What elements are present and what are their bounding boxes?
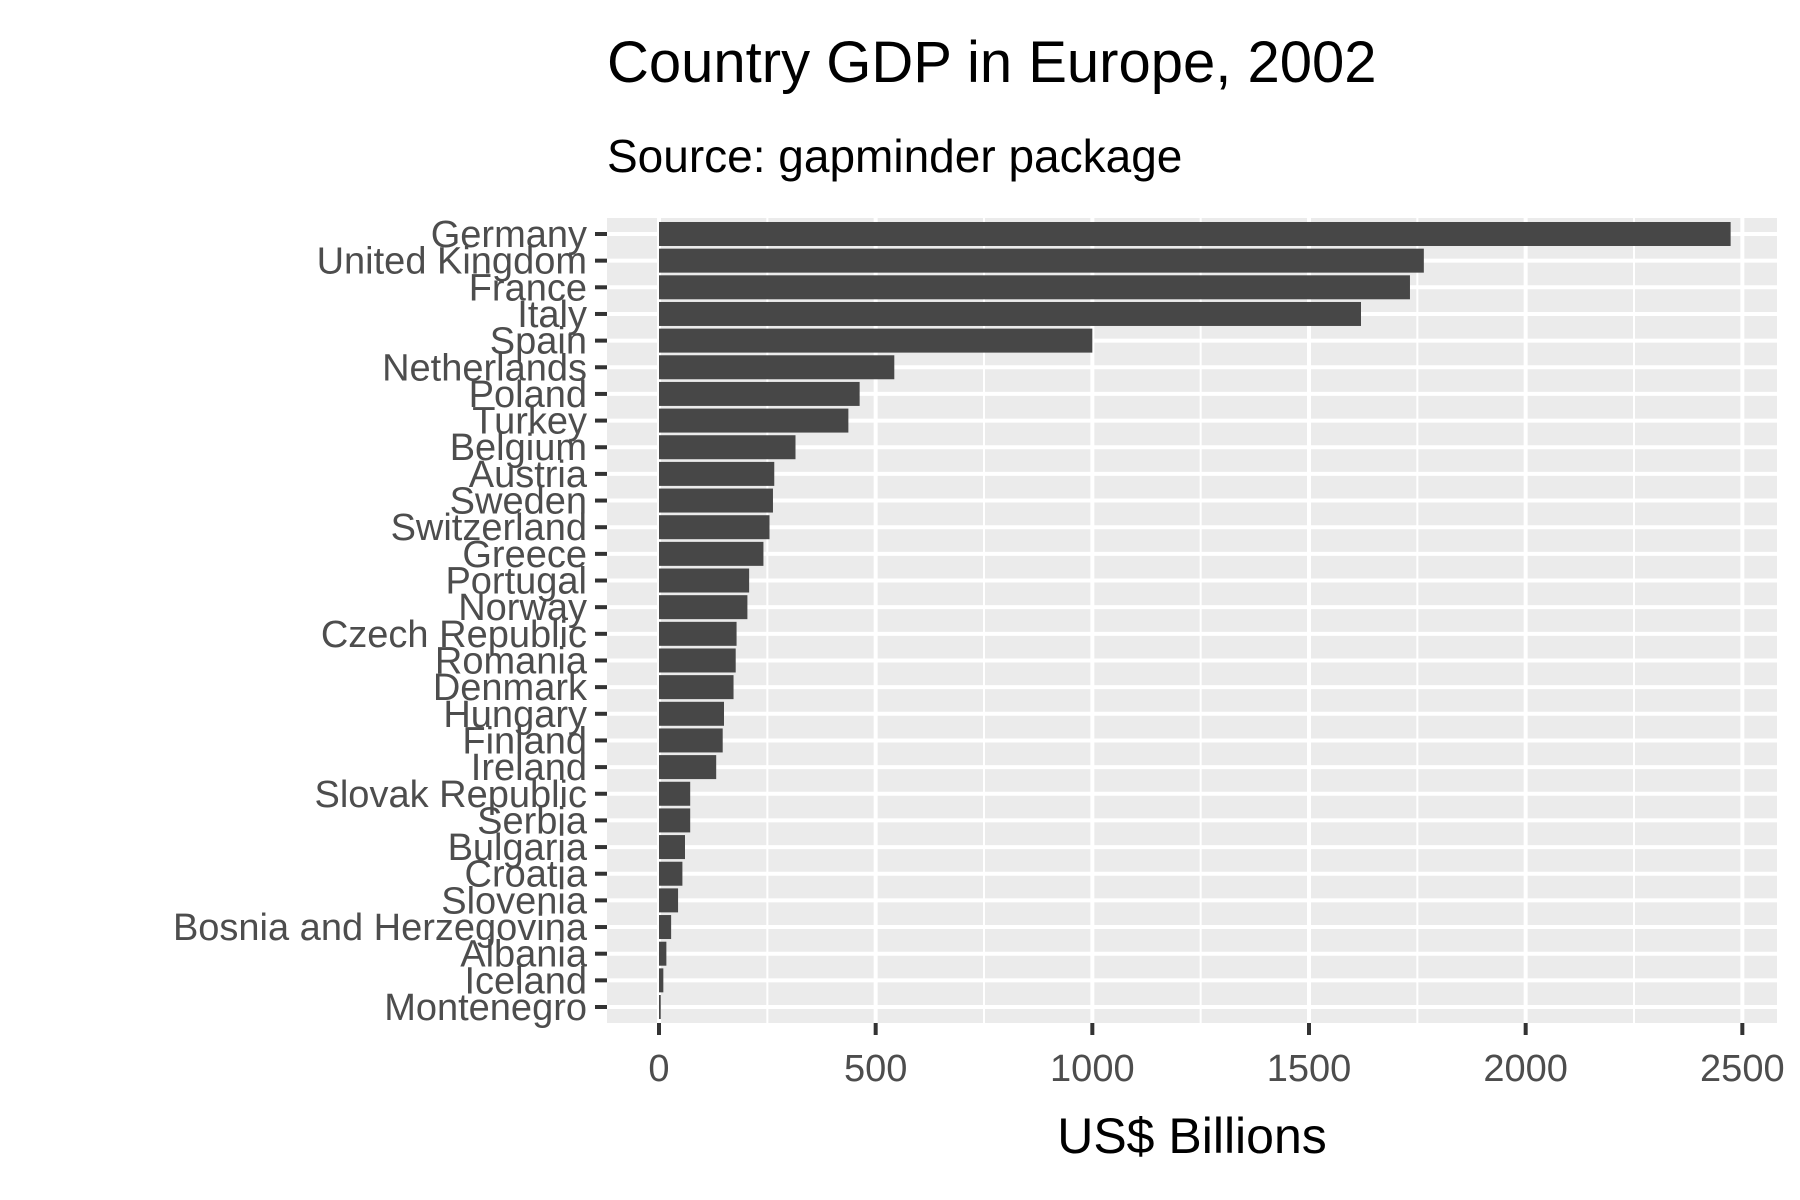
y-tick-label: Czech Republic xyxy=(321,614,587,656)
bar-iceland xyxy=(659,968,664,993)
y-tick-label: Hungary xyxy=(443,694,587,736)
y-tick-label: Albania xyxy=(460,934,588,976)
y-tick-label: Ireland xyxy=(471,747,587,789)
y-tick-label: Croatia xyxy=(465,854,588,896)
y-tick-label: Serbia xyxy=(477,800,588,842)
bar-austria xyxy=(659,461,775,486)
y-tick-label: France xyxy=(469,267,587,309)
y-tick-label: Finland xyxy=(462,720,587,762)
bar-norway xyxy=(659,595,748,620)
bar-slovenia xyxy=(659,888,679,913)
y-tick-label: Poland xyxy=(469,374,587,416)
bar-slovak-republic xyxy=(659,781,691,806)
x-tick-label: 2500 xyxy=(1700,1048,1785,1090)
y-tick-label: Romania xyxy=(435,640,588,682)
bar-czech-republic xyxy=(659,621,737,646)
bar-romania xyxy=(659,648,736,673)
x-axis-label: US$ Billions xyxy=(1057,1108,1327,1164)
y-tick-label: Switzerland xyxy=(391,507,587,549)
y-tick-label: Slovak Republic xyxy=(315,774,587,816)
bar-greece xyxy=(659,541,764,566)
bar-united-kingdom xyxy=(659,248,1424,273)
bar-switzerland xyxy=(659,515,770,540)
bar-finland xyxy=(659,728,723,753)
bar-bulgaria xyxy=(659,835,685,860)
bar-croatia xyxy=(659,861,683,886)
bar-spain xyxy=(659,328,1093,353)
bar-italy xyxy=(659,301,1361,326)
bar-germany xyxy=(659,221,1731,246)
y-tick-label: Bulgaria xyxy=(448,827,588,869)
bar-netherlands xyxy=(659,355,895,380)
y-tick-label: Italy xyxy=(517,294,587,336)
y-tick-label: Norway xyxy=(458,587,587,629)
bar-sweden xyxy=(659,488,773,513)
y-tick-label: Sweden xyxy=(450,481,587,523)
y-tick-label: Germany xyxy=(431,214,587,256)
bar-belgium xyxy=(659,435,796,460)
bar-portugal xyxy=(659,568,750,593)
y-tick-label: Montenegro xyxy=(384,987,587,1029)
x-tick-label: 1000 xyxy=(1050,1048,1135,1090)
y-tick-label: Turkey xyxy=(472,401,587,443)
y-tick-label: Denmark xyxy=(433,667,588,709)
y-tick-label: Austria xyxy=(469,454,588,496)
bar-bosnia-and-herzegovina xyxy=(659,915,672,940)
y-tick-label: United Kingdom xyxy=(317,241,587,283)
y-tick-label: Iceland xyxy=(464,960,587,1002)
bar-poland xyxy=(659,381,860,406)
x-tick-label: 1500 xyxy=(1267,1048,1352,1090)
bar-denmark xyxy=(659,675,734,700)
y-tick-label: Belgium xyxy=(450,427,587,469)
y-tick-label: Portugal xyxy=(445,561,587,603)
chart-title: Country GDP in Europe, 2002 xyxy=(607,30,1377,95)
bar-hungary xyxy=(659,701,724,726)
bar-serbia xyxy=(659,808,691,833)
bar-turkey xyxy=(659,408,849,433)
x-tick-label: 500 xyxy=(844,1048,907,1090)
x-tick-label: 0 xyxy=(648,1048,669,1090)
bar-france xyxy=(659,275,1410,300)
y-tick-label: Bosnia and Herzegovina xyxy=(173,907,588,949)
bar-montenegro xyxy=(659,995,661,1020)
y-tick-label: Spain xyxy=(490,321,587,363)
x-axis: 0 500 1000 1500 2000 2500 xyxy=(648,1023,1785,1090)
x-tick-label: 2000 xyxy=(1483,1048,1568,1090)
bar-albania xyxy=(659,941,667,966)
y-tick-label: Greece xyxy=(462,534,587,576)
bar-ireland xyxy=(659,755,717,780)
y-tick-label: Slovenia xyxy=(441,880,588,922)
bars xyxy=(659,221,1731,1020)
chart-subtitle: Source: gapminder package xyxy=(607,130,1182,182)
y-tick-label: Netherlands xyxy=(382,347,587,389)
